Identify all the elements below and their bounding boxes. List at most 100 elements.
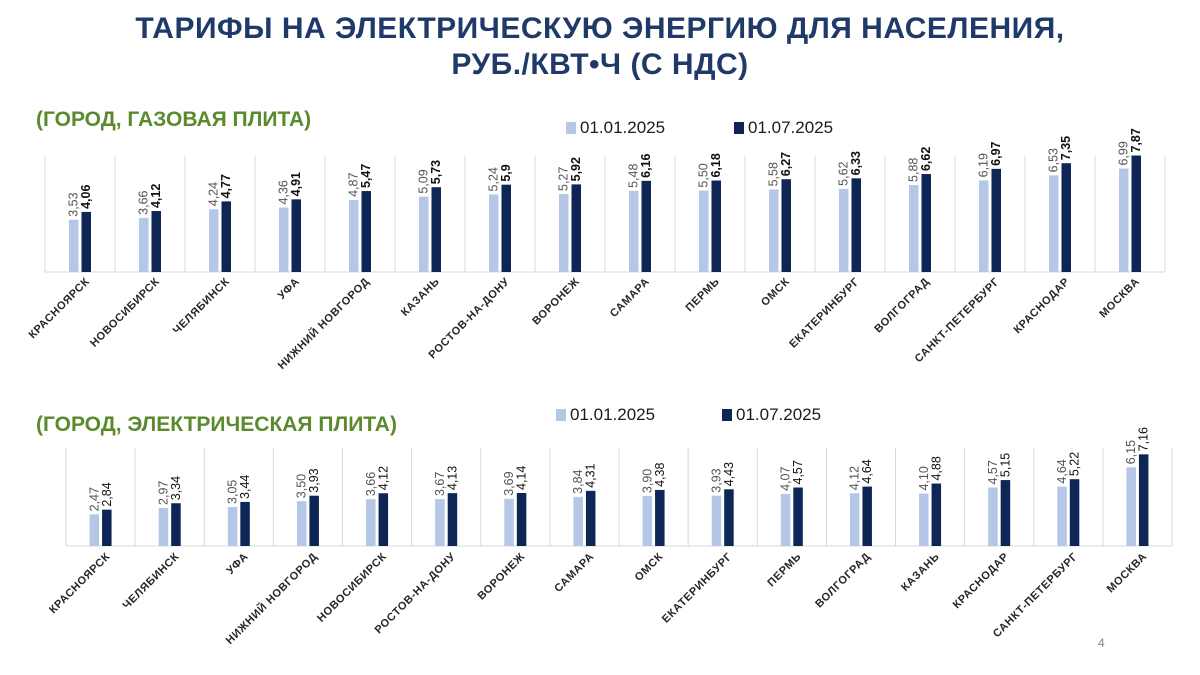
category-label: КАЗАНЬ [899, 551, 942, 594]
data-label: 4,38 [653, 463, 667, 487]
bar-01-07-2025 [431, 187, 441, 272]
category-label: УФА [225, 551, 251, 577]
data-label: 4,12 [149, 184, 163, 208]
data-label: 5,73 [429, 160, 443, 184]
data-label: 4,77 [219, 174, 233, 198]
category-label: ОМСК [759, 276, 792, 309]
data-label: 3,67 [433, 472, 447, 496]
data-label: 4,57 [986, 460, 1000, 484]
bar-01-07-2025 [171, 503, 181, 546]
bar-01-07-2025 [240, 501, 250, 546]
data-label: 4,31 [584, 463, 598, 487]
data-label: 4,64 [860, 459, 874, 483]
bar-01-07-2025 [991, 168, 1001, 272]
data-label: 5,47 [359, 164, 373, 188]
data-label: 6,19 [977, 153, 991, 177]
bar-01-01-2025 [504, 498, 514, 546]
data-label: 4,10 [917, 466, 931, 490]
category-label: ПЕРМЬ [765, 551, 804, 590]
chart2-subtitle: (ГОРОД, ЭЛЕКТРИЧЕСКАЯ ПЛИТА) [36, 413, 397, 436]
category-label: ВОЛГОГРАД [872, 276, 932, 336]
data-label: 3,84 [571, 469, 585, 493]
legend-label: 01.07.2025 [748, 118, 834, 137]
data-label: 5,50 [697, 163, 711, 187]
data-label: 3,44 [238, 475, 252, 499]
data-label: 3,53 [67, 192, 81, 216]
bar-01-01-2025 [711, 495, 722, 546]
bar-01-07-2025 [361, 191, 371, 272]
page-number: 4 [1098, 636, 1105, 650]
bar-01-01-2025 [839, 188, 849, 272]
bar-01-07-2025 [921, 174, 931, 272]
data-label: 4,43 [722, 462, 736, 486]
bar-01-07-2025 [151, 211, 161, 272]
page-title-line-1: ТАРИФЫ НА ЭЛЕКТРИЧЕСКУЮ ЭНЕРГИЮ ДЛЯ НАСЕ… [135, 12, 1065, 45]
category-label: РОСТОВ-НА-ДОНУ [426, 276, 512, 362]
data-label: 5,62 [837, 161, 851, 185]
category-label: ЕКАТЕРИНБУРГ [660, 551, 735, 626]
bar-01-01-2025 [699, 190, 709, 272]
bar-01-07-2025 [81, 211, 91, 272]
category-label: КРАСНОЯРСК [27, 276, 93, 342]
bar-01-01-2025 [366, 499, 376, 546]
bar-01-01-2025 [780, 493, 791, 546]
bar-01-07-2025 [1000, 480, 1011, 546]
chart1-subtitle: (ГОРОД, ГАЗОВАЯ ПЛИТА) [36, 108, 312, 131]
page-title-line-2: РУБ./КВТ•Ч (С НДС) [451, 48, 749, 81]
category-label: МОСКВА [1097, 276, 1142, 321]
bar-01-01-2025 [979, 180, 989, 272]
data-label: 3,50 [295, 474, 309, 498]
bar-01-01-2025 [642, 496, 653, 546]
data-label: 4,06 [79, 185, 93, 209]
data-label: 5,24 [487, 167, 501, 191]
bar-01-07-2025 [447, 493, 458, 546]
legend-swatch-dark [722, 409, 732, 421]
legend-label: 01.01.2025 [580, 118, 666, 137]
data-label: 5,9 [499, 164, 513, 181]
data-label: 4,13 [445, 466, 459, 490]
bar-01-07-2025 [585, 490, 596, 546]
data-label: 4,36 [277, 180, 291, 204]
legend-label: 01.07.2025 [736, 405, 822, 424]
data-label: 6,15 [1124, 440, 1138, 464]
data-label: 5,92 [569, 157, 583, 181]
data-label: 4,12 [848, 466, 862, 490]
chart1-legend: 01.01.2025 01.07.2025 [566, 118, 866, 140]
bar-01-01-2025 [349, 199, 359, 272]
data-label: 6,62 [919, 147, 933, 171]
data-label: 7,16 [1137, 427, 1151, 451]
bar-01-01-2025 [227, 506, 238, 546]
category-label: МОСКВА [1105, 551, 1150, 596]
bar-01-01-2025 [769, 189, 779, 272]
bar-01-07-2025 [724, 489, 734, 546]
data-label: 6,53 [1047, 148, 1061, 172]
data-label: 2,84 [100, 482, 114, 506]
bar-01-01-2025 [279, 207, 289, 272]
bar-01-07-2025 [516, 493, 527, 546]
bar-01-01-2025 [435, 499, 445, 546]
bar-01-01-2025 [988, 487, 998, 546]
bar-01-01-2025 [419, 196, 429, 272]
bar-01-07-2025 [1138, 454, 1149, 546]
data-label: 2,47 [87, 487, 101, 511]
bar-01-07-2025 [1131, 155, 1141, 272]
bar-01-01-2025 [629, 190, 639, 272]
bar-01-07-2025 [793, 487, 803, 546]
bar-01-01-2025 [158, 507, 169, 546]
legend-swatch-light [556, 409, 566, 421]
bar-01-07-2025 [851, 178, 861, 272]
data-label: 4,57 [791, 460, 805, 484]
bar-01-07-2025 [1069, 479, 1080, 546]
category-label: НОВОСИБИРСК [88, 276, 162, 350]
data-label: 3,69 [502, 471, 516, 495]
bar-01-01-2025 [1126, 467, 1136, 546]
data-label: 5,48 [627, 164, 641, 188]
data-label: 5,15 [998, 453, 1012, 477]
category-label: САМАРА [552, 551, 596, 595]
bar-01-07-2025 [655, 489, 665, 546]
data-label: 6,18 [709, 153, 723, 177]
data-label: 5,27 [557, 167, 571, 191]
bar-01-07-2025 [501, 184, 511, 272]
data-label: 3,93 [709, 468, 723, 492]
